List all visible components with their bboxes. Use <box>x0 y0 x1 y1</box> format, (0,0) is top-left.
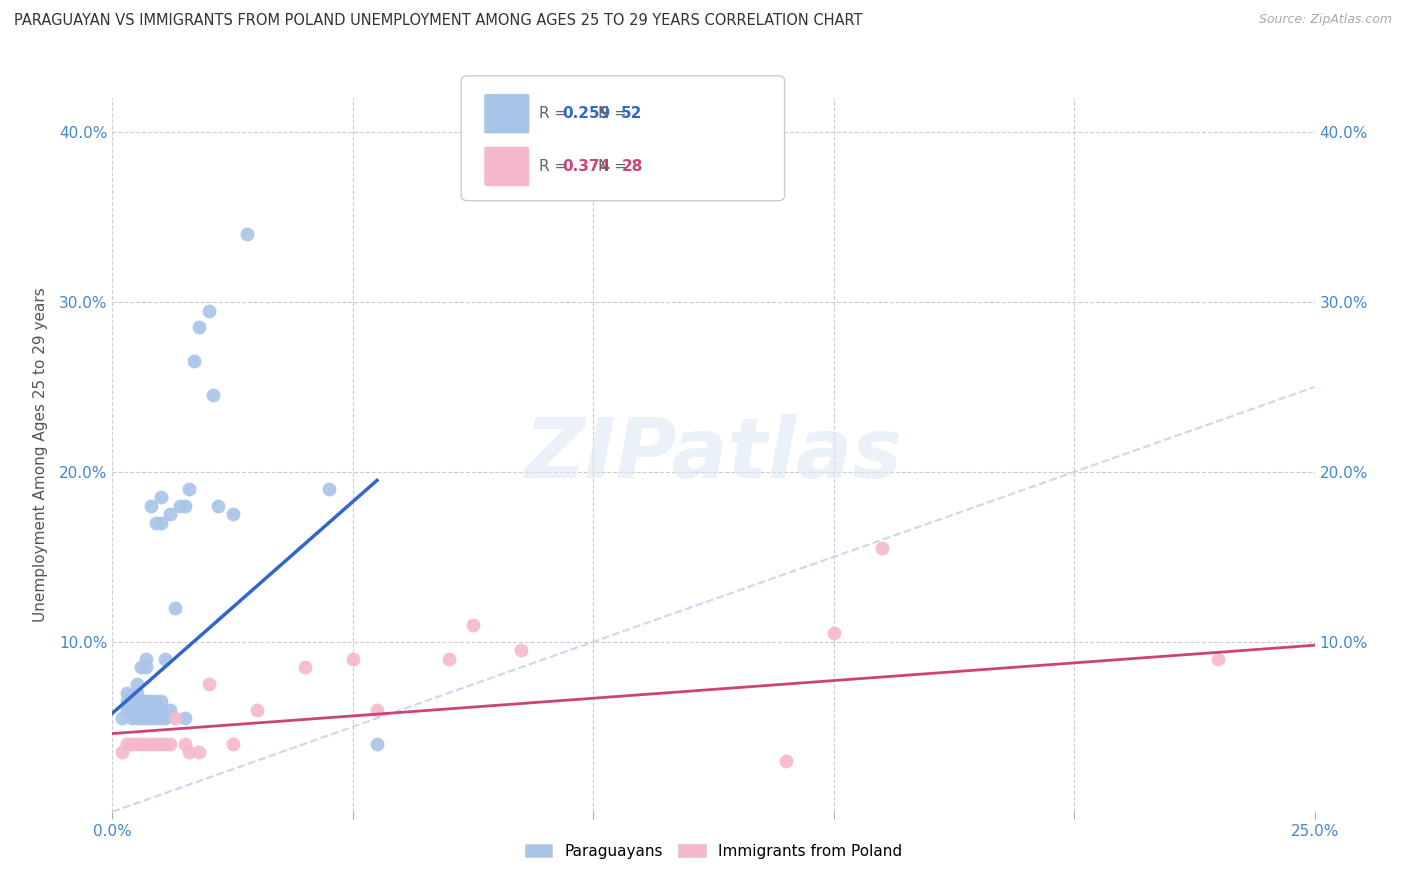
Point <box>159 737 181 751</box>
Point <box>125 677 148 691</box>
Point <box>135 737 157 751</box>
Point <box>121 737 143 751</box>
Point <box>159 703 181 717</box>
Point <box>149 703 172 717</box>
Point <box>135 694 157 708</box>
Point <box>111 745 134 759</box>
Point <box>145 711 167 725</box>
Point <box>149 491 172 505</box>
Point <box>131 703 153 717</box>
Text: Source: ZipAtlas.com: Source: ZipAtlas.com <box>1258 13 1392 27</box>
Point <box>342 652 364 666</box>
Point <box>149 694 172 708</box>
Point <box>131 660 153 674</box>
Point <box>246 703 269 717</box>
Point <box>294 660 316 674</box>
Point <box>121 694 143 708</box>
Point <box>135 703 157 717</box>
Point <box>197 677 219 691</box>
Text: 28: 28 <box>621 159 643 174</box>
Point <box>139 711 162 725</box>
Point <box>155 711 177 725</box>
Point <box>236 227 259 241</box>
Point <box>202 388 225 402</box>
Point <box>139 694 162 708</box>
Text: PARAGUAYAN VS IMMIGRANTS FROM POLAND UNEMPLOYMENT AMONG AGES 25 TO 29 YEARS CORR: PARAGUAYAN VS IMMIGRANTS FROM POLAND UNE… <box>14 13 862 29</box>
Point <box>163 711 186 725</box>
Point <box>139 703 162 717</box>
Point <box>145 737 167 751</box>
Y-axis label: Unemployment Among Ages 25 to 29 years: Unemployment Among Ages 25 to 29 years <box>32 287 48 623</box>
Point <box>125 737 148 751</box>
Point <box>125 686 148 700</box>
Point <box>179 745 201 759</box>
Text: N =: N = <box>598 159 631 174</box>
Point <box>461 617 484 632</box>
Point <box>163 600 186 615</box>
Point <box>149 737 172 751</box>
Point <box>125 711 148 725</box>
Text: R =: R = <box>540 106 572 121</box>
Point <box>823 626 845 640</box>
Point <box>139 737 162 751</box>
Point <box>149 516 172 530</box>
Point <box>121 711 143 725</box>
Point <box>318 482 340 496</box>
Point <box>197 303 219 318</box>
Point <box>121 703 143 717</box>
Point <box>510 643 533 657</box>
Text: R =: R = <box>540 159 572 174</box>
Point <box>159 508 181 522</box>
Point <box>183 354 205 368</box>
Point <box>207 499 229 513</box>
Legend: Paraguayans, Immigrants from Poland: Paraguayans, Immigrants from Poland <box>519 838 908 864</box>
Point <box>135 660 157 674</box>
Point <box>188 745 211 759</box>
Point <box>155 737 177 751</box>
Point <box>366 737 388 751</box>
Point <box>145 516 167 530</box>
Point <box>188 320 211 334</box>
Text: ZIPatlas: ZIPatlas <box>524 415 903 495</box>
Point <box>149 711 172 725</box>
Text: 0.374: 0.374 <box>562 159 610 174</box>
Text: 0.259: 0.259 <box>562 106 610 121</box>
Point <box>1208 652 1230 666</box>
Point <box>125 694 148 708</box>
Point <box>179 482 201 496</box>
Point <box>145 703 167 717</box>
Point <box>115 703 138 717</box>
Point <box>111 711 134 725</box>
Point <box>125 703 148 717</box>
Point <box>366 703 388 717</box>
Point <box>169 499 191 513</box>
Text: N =: N = <box>598 106 631 121</box>
Point <box>115 737 138 751</box>
Point <box>155 652 177 666</box>
Point <box>437 652 460 666</box>
Point <box>131 737 153 751</box>
Text: 52: 52 <box>621 106 643 121</box>
Point <box>135 711 157 725</box>
Point <box>222 737 245 751</box>
Point <box>131 694 153 708</box>
Point <box>173 737 195 751</box>
Point <box>139 499 162 513</box>
Point <box>131 711 153 725</box>
Point <box>775 754 797 768</box>
Point <box>115 686 138 700</box>
Point <box>135 652 157 666</box>
Point <box>173 499 195 513</box>
Point <box>222 508 245 522</box>
Point <box>173 711 195 725</box>
Point <box>870 541 893 556</box>
Point <box>115 694 138 708</box>
Point <box>145 694 167 708</box>
